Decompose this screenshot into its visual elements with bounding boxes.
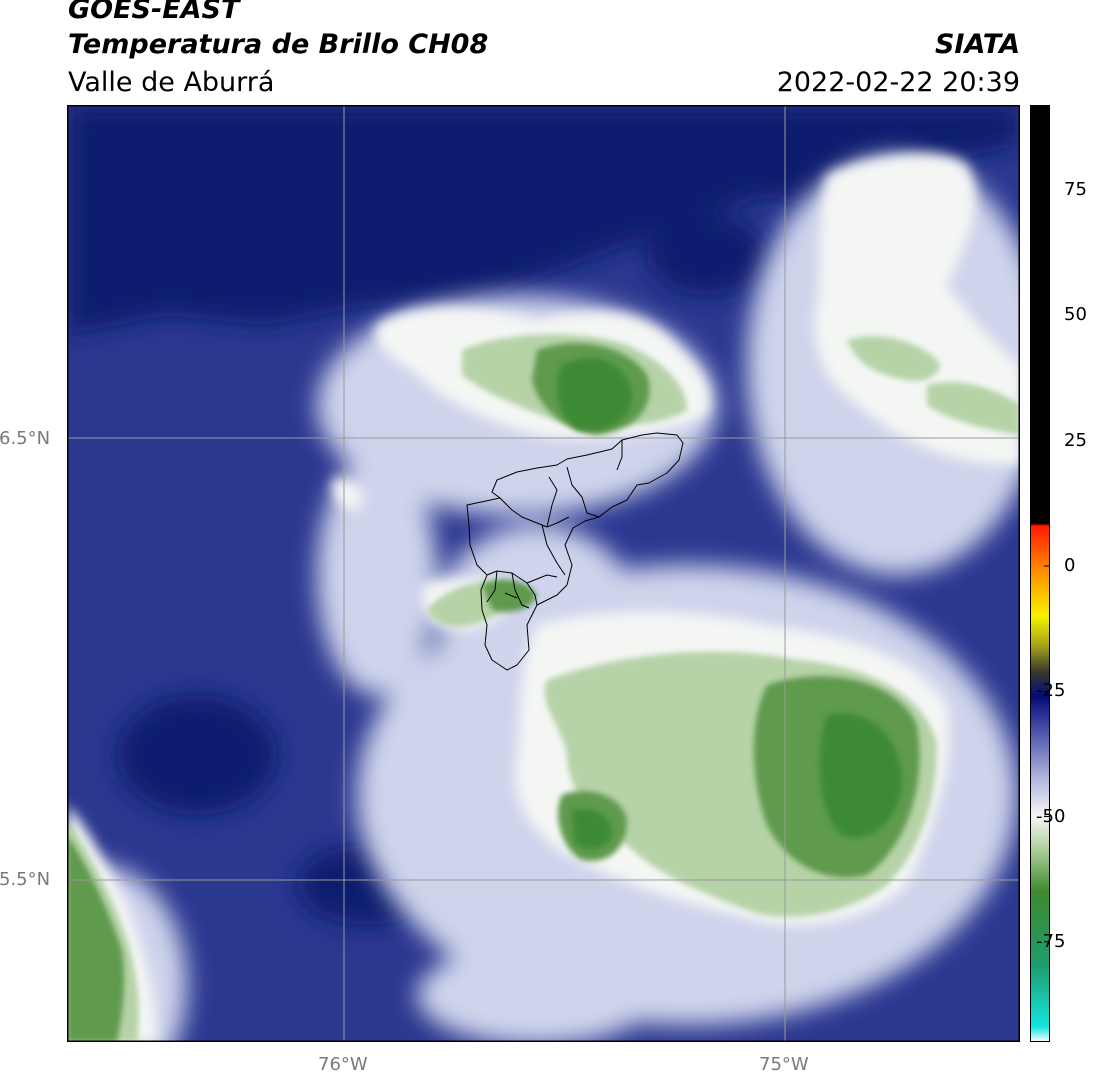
colorbar-frame (1030, 105, 1050, 1042)
boundary-south-1 (486, 570, 538, 606)
lon-label-75w: 75°W (759, 1054, 809, 1075)
colorbar-tick-label: 0 (1064, 554, 1076, 576)
boundary-north-inner-4 (616, 440, 623, 471)
boundary-north-inner-5 (541, 524, 566, 576)
brightness-temperature-map (67, 105, 1020, 1042)
colorbar (1030, 105, 1050, 1042)
map-svg (67, 105, 1020, 1042)
colorbar-tick-label: -75 (1036, 930, 1066, 952)
lat-label-6-5n: 6.5°N (0, 428, 51, 449)
coldest-core-regions (557, 358, 902, 849)
product-title: Temperatura de Brillo CH08 (68, 29, 489, 60)
graticule (67, 105, 1020, 1042)
colorbar-tick-label: -50 (1036, 805, 1066, 827)
colorbar-tick-label: 50 (1064, 304, 1087, 326)
boundary-north-inner-1 (499, 497, 570, 528)
boundary-north-inner-3 (566, 466, 600, 518)
lon-label-76w: 76°W (318, 1054, 368, 1075)
boundary-outline (466, 432, 684, 671)
datetime-label: 2022-02-22 20:39 (776, 67, 1020, 98)
satellite-title: GOES-EAST (68, 0, 240, 25)
colorbar-tick-label: 25 (1064, 429, 1087, 451)
cold-dark-regions (67, 105, 1020, 925)
lat-label-5-5n: 5.5°N (0, 869, 51, 890)
colorbar-svg (1030, 105, 1050, 1042)
boundary-south-2 (486, 570, 498, 603)
boundary-south-4 (504, 592, 518, 599)
colorbar-gradient (1030, 105, 1050, 1042)
colorbar-tick-label: -25 (1036, 680, 1066, 702)
map-frame (67, 105, 1020, 1042)
region-subtitle: Valle de Aburrá (68, 67, 275, 98)
municipal-boundaries (466, 432, 684, 671)
colorbar-tick-label: 75 (1064, 179, 1087, 201)
boundary-north-inner-2 (546, 476, 558, 528)
agency-label: SIATA (934, 29, 1020, 60)
boundary-south-3 (511, 572, 530, 609)
boundary-south-5 (526, 574, 558, 584)
